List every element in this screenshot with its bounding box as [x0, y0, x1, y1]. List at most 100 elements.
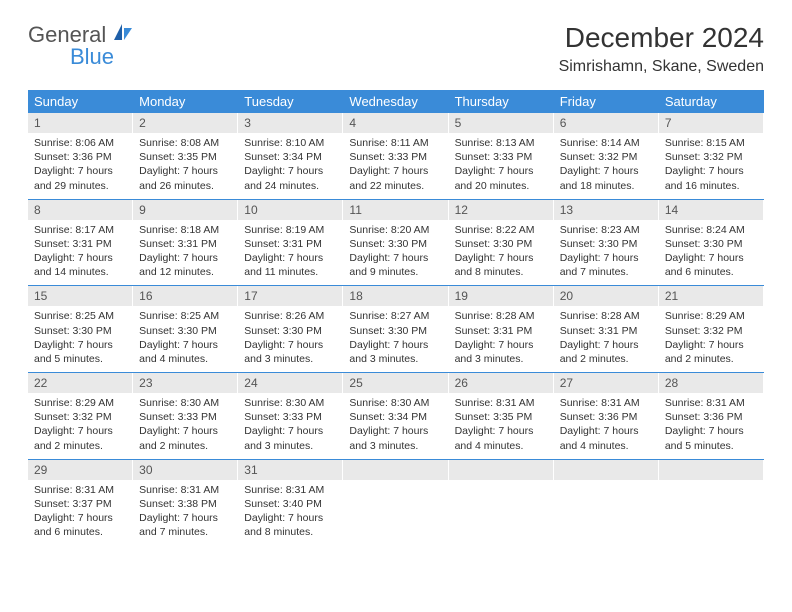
calendar-day-cell: 13Sunrise: 8:23 AMSunset: 3:30 PMDayligh…	[554, 199, 659, 286]
day-details: Sunrise: 8:31 AMSunset: 3:38 PMDaylight:…	[133, 480, 238, 546]
calendar-day-cell: 25Sunrise: 8:30 AMSunset: 3:34 PMDayligh…	[343, 373, 448, 460]
calendar-week-row: 1Sunrise: 8:06 AMSunset: 3:36 PMDaylight…	[28, 113, 764, 199]
daylight-text: Daylight: 7 hours and 11 minutes.	[244, 251, 337, 279]
day-details: Sunrise: 8:31 AMSunset: 3:35 PMDaylight:…	[449, 393, 554, 459]
day-number: 17	[238, 286, 343, 306]
sunrise-text: Sunrise: 8:25 AM	[139, 309, 232, 323]
day-number: 10	[238, 200, 343, 220]
sunset-text: Sunset: 3:32 PM	[560, 150, 653, 164]
sunset-text: Sunset: 3:31 PM	[139, 237, 232, 251]
calendar-day-cell: 24Sunrise: 8:30 AMSunset: 3:33 PMDayligh…	[238, 373, 343, 460]
day-number: 3	[238, 113, 343, 133]
sunset-text: Sunset: 3:33 PM	[139, 410, 232, 424]
calendar-week-row: 22Sunrise: 8:29 AMSunset: 3:32 PMDayligh…	[28, 373, 764, 460]
daylight-text: Daylight: 7 hours and 20 minutes.	[455, 164, 548, 192]
daylight-text: Daylight: 7 hours and 16 minutes.	[665, 164, 758, 192]
day-number: 19	[449, 286, 554, 306]
day-details: Sunrise: 8:23 AMSunset: 3:30 PMDaylight:…	[554, 220, 659, 286]
day-details: Sunrise: 8:29 AMSunset: 3:32 PMDaylight:…	[28, 393, 133, 459]
calendar-day-cell: 17Sunrise: 8:26 AMSunset: 3:30 PMDayligh…	[238, 286, 343, 373]
day-number: 16	[133, 286, 238, 306]
day-number: 28	[659, 373, 764, 393]
sunrise-text: Sunrise: 8:18 AM	[139, 223, 232, 237]
day-number: 8	[28, 200, 133, 220]
day-number: 18	[343, 286, 448, 306]
calendar-day-cell	[659, 459, 764, 545]
day-number: 4	[343, 113, 448, 133]
sunset-text: Sunset: 3:33 PM	[455, 150, 548, 164]
daylight-text: Daylight: 7 hours and 3 minutes.	[349, 424, 442, 452]
daylight-text: Daylight: 7 hours and 8 minutes.	[244, 511, 337, 539]
calendar-day-cell: 7Sunrise: 8:15 AMSunset: 3:32 PMDaylight…	[659, 113, 764, 199]
sunrise-text: Sunrise: 8:13 AM	[455, 136, 548, 150]
sunset-text: Sunset: 3:35 PM	[139, 150, 232, 164]
day-details: Sunrise: 8:27 AMSunset: 3:30 PMDaylight:…	[343, 306, 448, 372]
sunset-text: Sunset: 3:30 PM	[349, 324, 442, 338]
day-details: Sunrise: 8:19 AMSunset: 3:31 PMDaylight:…	[238, 220, 343, 286]
calendar-day-cell: 14Sunrise: 8:24 AMSunset: 3:30 PMDayligh…	[659, 199, 764, 286]
sunset-text: Sunset: 3:37 PM	[34, 497, 127, 511]
day-number: 23	[133, 373, 238, 393]
day-details: Sunrise: 8:26 AMSunset: 3:30 PMDaylight:…	[238, 306, 343, 372]
sunrise-text: Sunrise: 8:29 AM	[34, 396, 127, 410]
daylight-text: Daylight: 7 hours and 8 minutes.	[455, 251, 548, 279]
daylight-text: Daylight: 7 hours and 7 minutes.	[139, 511, 232, 539]
daylight-text: Daylight: 7 hours and 6 minutes.	[665, 251, 758, 279]
day-number: 11	[343, 200, 448, 220]
calendar-day-cell: 31Sunrise: 8:31 AMSunset: 3:40 PMDayligh…	[238, 459, 343, 545]
sunrise-text: Sunrise: 8:27 AM	[349, 309, 442, 323]
day-details: Sunrise: 8:22 AMSunset: 3:30 PMDaylight:…	[449, 220, 554, 286]
sunrise-text: Sunrise: 8:06 AM	[34, 136, 127, 150]
day-details: Sunrise: 8:29 AMSunset: 3:32 PMDaylight:…	[659, 306, 764, 372]
calendar-day-cell: 10Sunrise: 8:19 AMSunset: 3:31 PMDayligh…	[238, 199, 343, 286]
day-details: Sunrise: 8:30 AMSunset: 3:33 PMDaylight:…	[133, 393, 238, 459]
day-details: Sunrise: 8:08 AMSunset: 3:35 PMDaylight:…	[133, 133, 238, 199]
calendar-day-cell: 6Sunrise: 8:14 AMSunset: 3:32 PMDaylight…	[554, 113, 659, 199]
sunset-text: Sunset: 3:31 PM	[560, 324, 653, 338]
daylight-text: Daylight: 7 hours and 22 minutes.	[349, 164, 442, 192]
sunset-text: Sunset: 3:30 PM	[455, 237, 548, 251]
calendar-day-cell: 19Sunrise: 8:28 AMSunset: 3:31 PMDayligh…	[449, 286, 554, 373]
day-number: 29	[28, 460, 133, 480]
sunset-text: Sunset: 3:34 PM	[244, 150, 337, 164]
weekday-header: Wednesday	[343, 90, 448, 113]
daylight-text: Daylight: 7 hours and 6 minutes.	[34, 511, 127, 539]
calendar-day-cell: 15Sunrise: 8:25 AMSunset: 3:30 PMDayligh…	[28, 286, 133, 373]
sunrise-text: Sunrise: 8:31 AM	[560, 396, 653, 410]
weekday-header: Friday	[554, 90, 659, 113]
day-number: 6	[554, 113, 659, 133]
day-number: 9	[133, 200, 238, 220]
daylight-text: Daylight: 7 hours and 2 minutes.	[560, 338, 653, 366]
sunset-text: Sunset: 3:36 PM	[560, 410, 653, 424]
calendar-day-cell: 28Sunrise: 8:31 AMSunset: 3:36 PMDayligh…	[659, 373, 764, 460]
daylight-text: Daylight: 7 hours and 3 minutes.	[455, 338, 548, 366]
daylight-text: Daylight: 7 hours and 2 minutes.	[139, 424, 232, 452]
day-details: Sunrise: 8:15 AMSunset: 3:32 PMDaylight:…	[659, 133, 764, 199]
calendar-week-row: 15Sunrise: 8:25 AMSunset: 3:30 PMDayligh…	[28, 286, 764, 373]
brand-logo: General Blue	[28, 22, 134, 70]
sunset-text: Sunset: 3:33 PM	[244, 410, 337, 424]
calendar-day-cell: 26Sunrise: 8:31 AMSunset: 3:35 PMDayligh…	[449, 373, 554, 460]
sunrise-text: Sunrise: 8:24 AM	[665, 223, 758, 237]
calendar-week-row: 29Sunrise: 8:31 AMSunset: 3:37 PMDayligh…	[28, 459, 764, 545]
day-number: 13	[554, 200, 659, 220]
daylight-text: Daylight: 7 hours and 9 minutes.	[349, 251, 442, 279]
weekday-header: Monday	[133, 90, 238, 113]
sunrise-text: Sunrise: 8:14 AM	[560, 136, 653, 150]
day-details: Sunrise: 8:06 AMSunset: 3:36 PMDaylight:…	[28, 133, 133, 199]
calendar-day-cell: 3Sunrise: 8:10 AMSunset: 3:34 PMDaylight…	[238, 113, 343, 199]
day-number: 25	[343, 373, 448, 393]
sunrise-text: Sunrise: 8:30 AM	[349, 396, 442, 410]
weekday-header: Saturday	[659, 90, 764, 113]
day-details: Sunrise: 8:28 AMSunset: 3:31 PMDaylight:…	[449, 306, 554, 372]
day-details: Sunrise: 8:30 AMSunset: 3:34 PMDaylight:…	[343, 393, 448, 459]
sunrise-text: Sunrise: 8:28 AM	[455, 309, 548, 323]
daylight-text: Daylight: 7 hours and 3 minutes.	[244, 338, 337, 366]
weekday-header: Thursday	[449, 90, 554, 113]
sunset-text: Sunset: 3:38 PM	[139, 497, 232, 511]
daylight-text: Daylight: 7 hours and 4 minutes.	[139, 338, 232, 366]
day-number: 5	[449, 113, 554, 133]
sunset-text: Sunset: 3:30 PM	[560, 237, 653, 251]
day-details: Sunrise: 8:13 AMSunset: 3:33 PMDaylight:…	[449, 133, 554, 199]
calendar-day-cell: 9Sunrise: 8:18 AMSunset: 3:31 PMDaylight…	[133, 199, 238, 286]
